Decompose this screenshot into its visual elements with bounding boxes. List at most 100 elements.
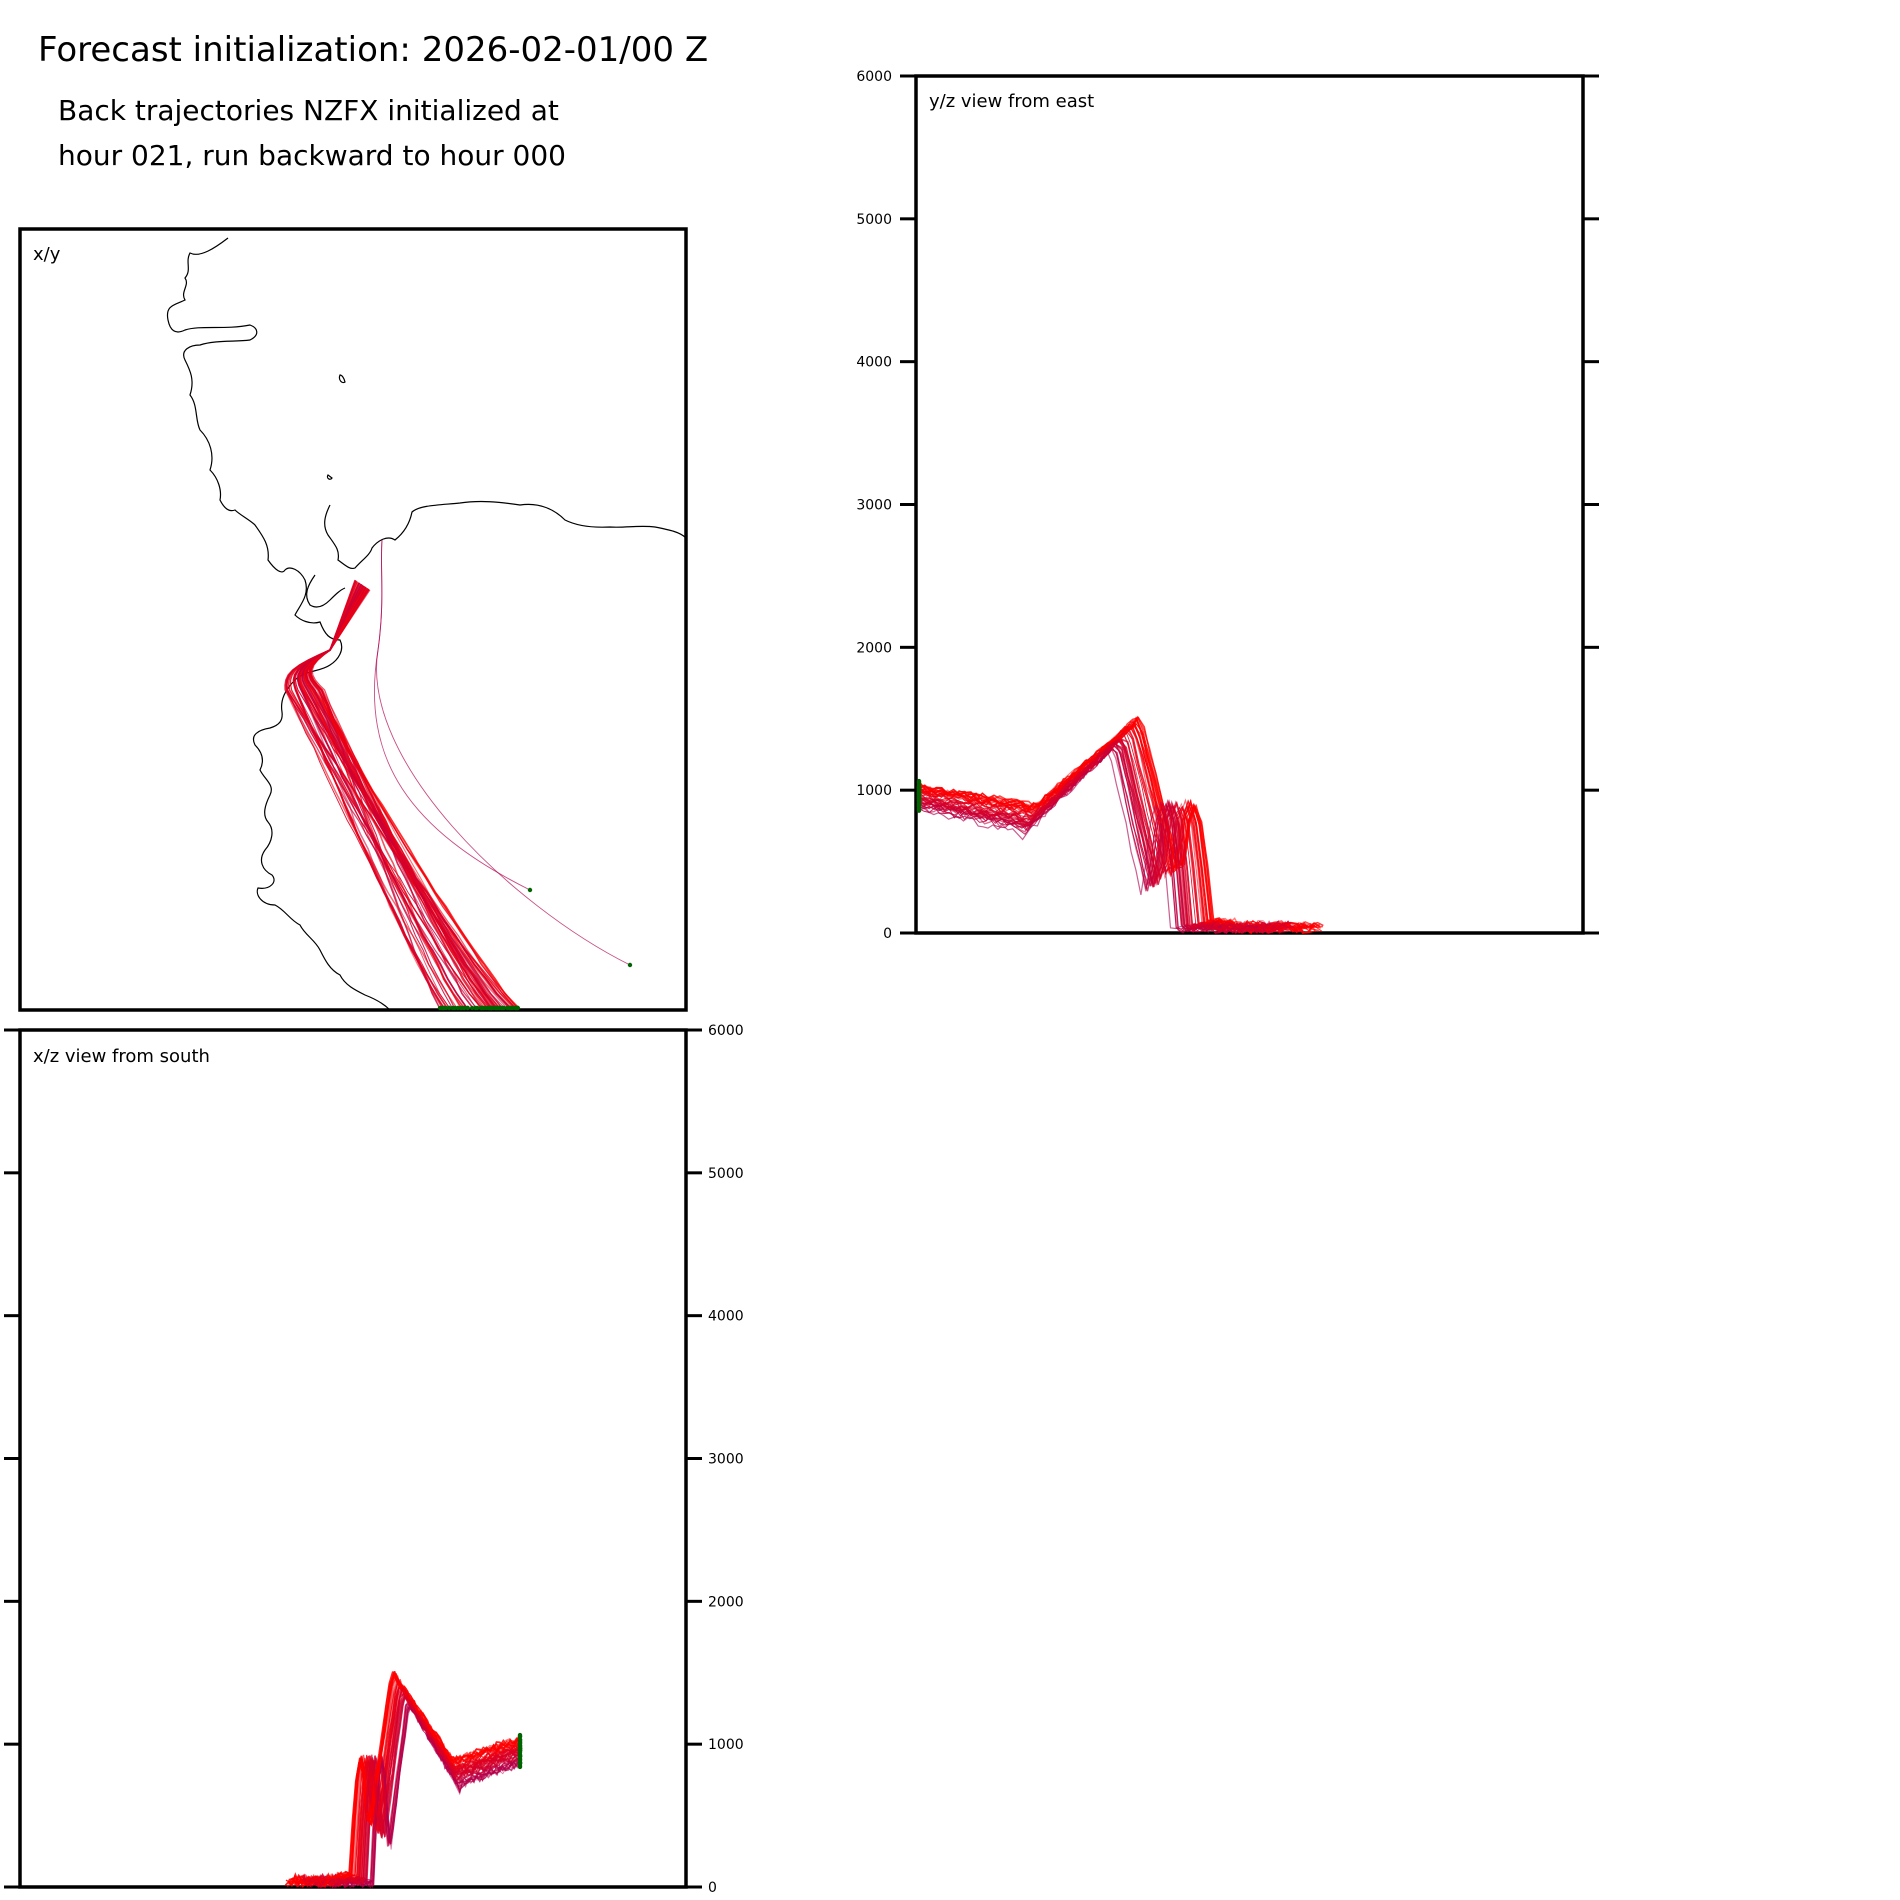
xy-endpoint: [509, 1005, 514, 1011]
section-endpoint: [517, 1746, 523, 1751]
section-trajectory-line: [918, 731, 1303, 932]
xy-endpoint: [465, 1005, 470, 1011]
xy-trajectory-line: [302, 585, 497, 1009]
yz-trajectories: [918, 715, 1324, 935]
section-trajectory-line: [313, 1699, 521, 1889]
section-trajectory-line: [287, 1677, 521, 1888]
subtitle-line-1: Back trajectories NZFX initialized at: [58, 94, 559, 127]
section-trajectory-line: [918, 737, 1290, 932]
xy-trajectory-line: [294, 582, 512, 1009]
figure-title: Forecast initialization: 2026-02-01/00 Z: [38, 30, 709, 70]
ytick-label: 6000: [856, 69, 892, 85]
section-trajectory-line: [298, 1681, 521, 1886]
section-trajectory-line: [918, 720, 1311, 934]
xy-trajectory-line: [296, 583, 468, 1009]
section-trajectory-line: [918, 747, 1273, 932]
section-trajectory-line: [918, 734, 1290, 935]
section-trajectory-line: [317, 1699, 521, 1889]
section-trajectory-line: [287, 1672, 521, 1887]
ytick-label: 4000: [856, 355, 892, 371]
panel-xy-frame: [18, 227, 688, 1012]
section-trajectory-line: [300, 1687, 521, 1888]
xy-endpoint: [513, 1005, 519, 1011]
xy-trajectory-line: [303, 585, 495, 1009]
section-trajectory-line: [918, 727, 1312, 934]
section-endpoint: [916, 804, 922, 809]
section-trajectory-line: [309, 1689, 521, 1888]
xy-endpoint: [478, 1005, 484, 1011]
panel-yz: y/z view from east 0 1000 2000 3000 4000 5000…: [856, 69, 1599, 942]
xy-trajectory-line: [301, 585, 503, 1009]
section-trajectory-line: [314, 1703, 521, 1887]
section-endpoint: [517, 1737, 523, 1743]
section-trajectory-line: [918, 741, 1284, 934]
section-trajectory-line: [918, 741, 1281, 934]
xy-endpoint: [455, 1005, 460, 1011]
xy-endpoint: [501, 1005, 507, 1011]
xy-trajectory-line: [286, 580, 516, 1009]
section-endpoint: [916, 780, 922, 786]
xy-trajectory-line: [301, 585, 506, 1009]
ytick-label: 3000: [708, 1452, 744, 1468]
xy-endpoint: [475, 1005, 480, 1011]
section-trajectory-line: [301, 1690, 521, 1887]
section-trajectory-line: [304, 1686, 521, 1888]
xz-endpoints: [517, 1732, 523, 1770]
section-trajectory-line: [307, 1693, 521, 1884]
ytick-label: 5000: [708, 1166, 744, 1182]
section-trajectory-line: [918, 738, 1294, 934]
xy-endpoint: [450, 1005, 455, 1011]
section-endpoint: [517, 1734, 523, 1739]
panel-xz-label: x/z view from south: [33, 1046, 210, 1067]
section-trajectory-line: [918, 739, 1285, 933]
section-trajectory-line: [918, 740, 1281, 934]
yz-axis: 0 1000 2000 3000 4000 5000 6000: [856, 69, 1599, 942]
xy-trajectory-line: [303, 586, 463, 1009]
ytick-label: 1000: [708, 1737, 744, 1753]
section-trajectory-line: [918, 733, 1290, 933]
section-trajectory-line: [315, 1703, 521, 1889]
xy-endpoint: [493, 1005, 499, 1011]
panel-yz-label: y/z view from east: [929, 91, 1094, 112]
ytick-label: 1000: [856, 783, 892, 799]
section-trajectory-line: [302, 1687, 521, 1887]
xy-trajectory-line: [376, 539, 631, 966]
panel-xy: x/y: [18, 227, 688, 1012]
section-trajectory-line: [316, 1703, 521, 1888]
xy-trajectory-line: [296, 583, 468, 1009]
ytick-label: 3000: [856, 498, 892, 514]
section-trajectory-line: [918, 725, 1310, 930]
section-trajectory-line: [287, 1675, 521, 1887]
xy-endpoint: [440, 1005, 446, 1011]
xy-trajectory-line: [310, 588, 462, 1009]
section-trajectory-line: [918, 738, 1288, 933]
section-trajectory-line: [918, 738, 1287, 934]
section-trajectory-line: [305, 1689, 521, 1888]
xy-trajectory-line: [288, 580, 512, 1009]
figure-subtitle: Back trajectories NZFX initialized at ho…: [58, 88, 758, 178]
ytick-label: 2000: [708, 1594, 744, 1610]
section-trajectory-line: [918, 729, 1300, 934]
section-trajectory-line: [918, 746, 1276, 933]
xy-endpoint: [461, 1005, 467, 1011]
section-trajectory-line: [317, 1704, 521, 1889]
xy-endpoint: [497, 1005, 502, 1011]
ytick-label: 5000: [856, 212, 892, 228]
section-trajectory-line: [918, 716, 1324, 934]
section-trajectory-line: [918, 743, 1285, 935]
section-endpoint: [517, 1754, 523, 1759]
xy-endpoint: [447, 1005, 452, 1011]
xy-trajectory-line: [287, 580, 508, 1009]
section-trajectory-line: [300, 1687, 521, 1889]
section-trajectory-line: [317, 1705, 521, 1889]
xy-endpoint: [469, 1005, 475, 1011]
xy-endpoints: [437, 887, 633, 1011]
section-endpoint: [916, 808, 922, 813]
xy-endpoint: [527, 887, 533, 893]
panel-xy-label: x/y: [33, 244, 61, 265]
section-endpoint: [916, 787, 922, 792]
section-trajectory-line: [918, 725, 1304, 935]
xy-endpoint: [627, 962, 633, 968]
section-trajectory-line: [918, 742, 1283, 934]
